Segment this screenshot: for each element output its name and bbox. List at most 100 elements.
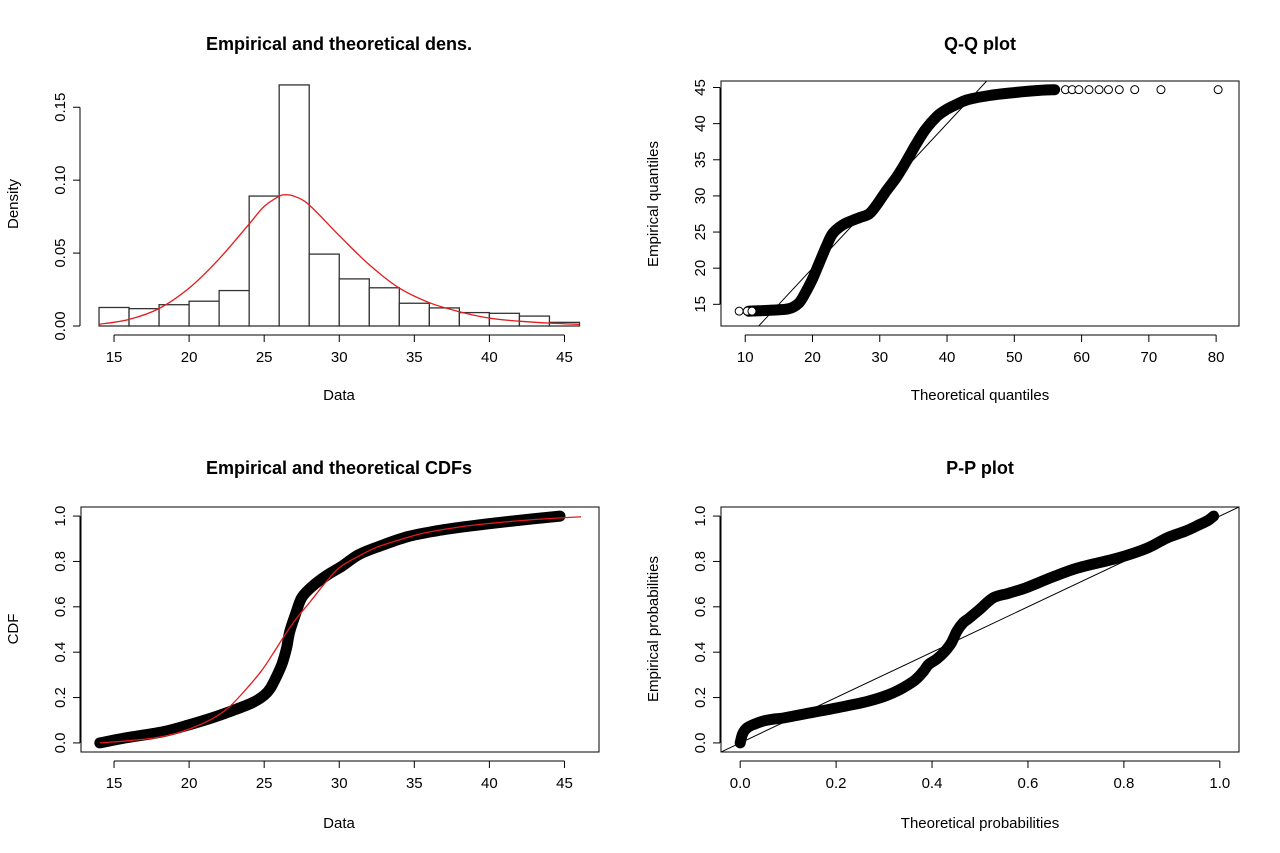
qq-point	[1213, 85, 1223, 95]
cdf-plot-box	[80, 506, 600, 753]
pp-y-axis: 0.0 0.2 0.4 0.6 0.8 1.0	[692, 506, 721, 753]
y-tick-label: 0.10	[52, 166, 69, 195]
histogram-bar	[368, 287, 400, 327]
qq-x-axis: 10 20 30 40 50 60 70 80	[737, 334, 1225, 366]
x-tick-label: 45	[556, 775, 573, 792]
x-tick-label: 0.2	[826, 775, 847, 792]
y-tick-label: 35	[692, 151, 709, 168]
cdf-title: Empirical and theoretical CDFs	[206, 458, 472, 478]
theoretical-density-curve	[98, 194, 580, 325]
x-tick-label: 0.6	[1018, 775, 1039, 792]
x-tick-label: 15	[106, 349, 123, 366]
y-tick-label: 0.8	[692, 551, 709, 572]
qq-point	[1094, 85, 1104, 95]
y-tick-label: 0.15	[52, 93, 69, 122]
x-tick-label: 25	[256, 349, 273, 366]
pp-xlabel: Theoretical probabilities	[901, 815, 1059, 832]
histogram-bar	[188, 300, 220, 327]
x-tick-label: 20	[804, 349, 821, 366]
pp-x-axis: 0.0 0.2 0.4 0.6 0.8 1.0	[730, 760, 1230, 792]
y-tick-label: 0.05	[52, 238, 69, 267]
y-tick-label: 0.2	[692, 687, 709, 708]
x-tick-label: 60	[1073, 349, 1090, 366]
x-tick-label: 40	[481, 775, 498, 792]
density-xlabel: Data	[323, 387, 355, 404]
density-panel: Empirical and theoretical dens. Data Den…	[5, 34, 581, 404]
histogram-bar	[458, 311, 491, 327]
qq-y-axis: 15 20 25 30 35 40 45	[692, 79, 721, 313]
histogram-bar	[338, 278, 370, 327]
density-x-axis: 15 20 25 30 35 40 45	[106, 334, 573, 366]
x-tick-label: 40	[939, 349, 956, 366]
y-tick-label: 0.8	[52, 551, 69, 572]
x-tick-label: 20	[181, 349, 198, 366]
pp-plot-box	[720, 506, 1240, 753]
theoretical-cdf-curve	[99, 516, 582, 744]
x-tick-label: 30	[331, 775, 348, 792]
qq-dense-points	[743, 84, 1061, 317]
histogram-bars	[98, 84, 581, 327]
density-title: Empirical and theoretical dens.	[206, 34, 472, 54]
x-tick-label: 0.4	[922, 775, 943, 792]
qq-plot-box	[720, 80, 1240, 327]
qq-ylabel: Empirical quantiles	[645, 141, 662, 267]
y-tick-label: 0.00	[52, 311, 69, 340]
qq-point	[1130, 85, 1140, 95]
x-tick-label: 40	[481, 349, 498, 366]
qq-panel: Q-Q plot Theoretical quantiles Empirical…	[645, 34, 1240, 404]
qq-point	[747, 306, 757, 316]
qq-point	[1103, 85, 1113, 95]
cdf-panel: Empirical and theoretical CDFs Data CDF …	[5, 458, 600, 832]
x-tick-label: 50	[1006, 349, 1023, 366]
pp-title: P-P plot	[946, 458, 1014, 478]
qq-points-group	[734, 81, 1223, 326]
x-tick-label: 15	[106, 775, 123, 792]
y-tick-label: 0.2	[52, 687, 69, 708]
y-tick-label: 0.0	[692, 732, 709, 753]
x-tick-label: 35	[406, 775, 423, 792]
y-tick-label: 1.0	[52, 506, 69, 527]
cdf-curves-group	[94, 510, 582, 749]
density-ylabel: Density	[5, 178, 22, 229]
x-tick-label: 0.0	[730, 775, 751, 792]
y-tick-label: 0.4	[52, 642, 69, 663]
x-tick-label: 30	[331, 349, 348, 366]
x-tick-label: 1.0	[1209, 775, 1230, 792]
y-tick-label: 25	[692, 224, 709, 241]
qq-point	[1074, 85, 1084, 95]
pp-points	[734, 510, 1220, 749]
x-tick-label: 70	[1141, 349, 1158, 366]
y-tick-label: 0.6	[52, 596, 69, 617]
qq-title: Q-Q plot	[944, 34, 1016, 54]
qq-point	[734, 306, 744, 316]
qq-point	[1084, 85, 1094, 95]
x-tick-label: 25	[256, 775, 273, 792]
y-tick-label: 45	[692, 79, 709, 96]
qq-point	[1114, 85, 1124, 95]
density-curve-group	[98, 194, 580, 325]
x-tick-label: 80	[1208, 349, 1225, 366]
y-tick-label: 0.4	[692, 642, 709, 663]
histogram-bar	[218, 289, 250, 327]
y-tick-label: 0.0	[52, 732, 69, 753]
pp-panel: P-P plot Theoretical probabilities Empir…	[645, 458, 1240, 832]
y-tick-label: 20	[692, 260, 709, 277]
cdf-y-axis: 0.0 0.2 0.4 0.6 0.8 1.0	[52, 506, 81, 753]
density-y-axis: 0.00 0.05 0.10 0.15	[52, 93, 81, 341]
cdf-x-axis: 15 20 25 30 35 40 45	[106, 760, 573, 792]
y-tick-label: 30	[692, 188, 709, 205]
x-tick-label: 0.8	[1113, 775, 1134, 792]
histogram-bar	[308, 253, 340, 327]
qq-reference-line	[757, 81, 988, 326]
x-tick-label: 45	[556, 349, 573, 366]
qq-point	[1156, 85, 1166, 95]
y-tick-label: 40	[692, 115, 709, 132]
cdf-xlabel: Data	[323, 815, 355, 832]
x-tick-label: 10	[737, 349, 754, 366]
histogram-bar	[398, 302, 430, 327]
y-tick-label: 0.6	[692, 596, 709, 617]
pp-points-group	[721, 507, 1239, 752]
y-tick-label: 15	[692, 296, 709, 313]
y-tick-label: 1.0	[692, 506, 709, 527]
